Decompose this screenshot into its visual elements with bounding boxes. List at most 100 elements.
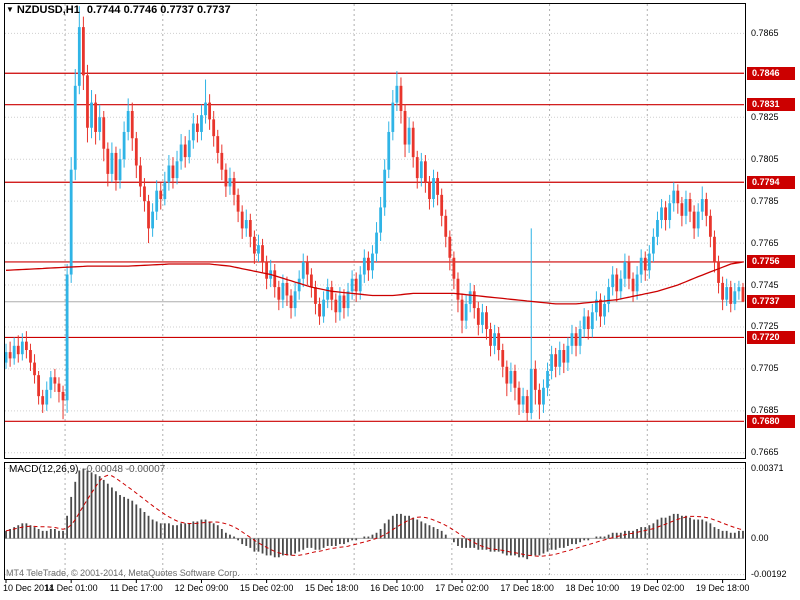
candle-down (236, 194, 240, 212)
candle-down (354, 278, 358, 292)
candle-down (456, 278, 460, 300)
candle-down (497, 333, 501, 351)
candle-down (476, 308, 480, 325)
macd-indicator-header: MACD(12,26,9) -0.00048 -0.00007 (9, 464, 165, 475)
chart-shift-marker-icon: ▼ (6, 5, 14, 14)
candle-up (696, 211, 700, 229)
macd-indicator-label: MACD(12,26,9) (9, 464, 79, 475)
candle-down (680, 203, 684, 216)
candle-down (415, 157, 419, 179)
candle-up (684, 199, 688, 216)
candle-down (232, 178, 236, 195)
candle-up (4, 352, 8, 363)
candle-up (228, 178, 232, 187)
candle-up (346, 291, 350, 309)
candle-up (281, 282, 285, 300)
candle-down (224, 169, 228, 187)
candle-down (525, 396, 529, 413)
candle-down (517, 387, 521, 405)
candle-down (289, 295, 293, 309)
candle-up (521, 396, 525, 405)
candle-down (183, 144, 187, 158)
candle-up (603, 303, 606, 317)
candle-up (542, 387, 545, 405)
candle-down (171, 165, 175, 179)
candle-down (94, 102, 98, 132)
candle-down (261, 245, 264, 262)
candle-up (338, 295, 342, 313)
candle-up (725, 287, 729, 300)
candle-up (550, 354, 554, 371)
candle-up (77, 27, 81, 86)
macd-panel-border (4, 462, 746, 580)
candle-up (45, 389, 49, 405)
candle-down (423, 161, 427, 183)
candle-down (41, 396, 45, 405)
candle-up (509, 370, 513, 384)
candle-down (314, 287, 317, 304)
candle-up (244, 220, 248, 229)
candle-down (472, 291, 476, 309)
candle-up (179, 144, 183, 162)
candle-down (643, 257, 647, 271)
candle-up (590, 312, 594, 330)
moving-average-line (5, 261, 744, 305)
chart-title: ▼ NZDUSD,H1 0.7744 0.7746 0.7737 0.7737 (6, 4, 231, 16)
candle-up (578, 329, 582, 346)
candle-down (586, 316, 590, 330)
candle-down (704, 199, 708, 216)
candle-down (305, 261, 309, 275)
candle-up (110, 152, 114, 174)
candle-down (86, 75, 89, 128)
candle-down (631, 278, 635, 292)
candle-down (138, 165, 142, 187)
candle-down (721, 282, 725, 300)
candle-down (318, 303, 321, 317)
candle-up (65, 274, 69, 401)
candle-up (607, 287, 611, 304)
candle-up (293, 291, 297, 309)
candle-down (208, 102, 212, 120)
candle-down (717, 261, 720, 283)
candle-down (440, 194, 444, 216)
candle-up (322, 299, 326, 317)
candle-up (566, 345, 570, 363)
panel-splitter[interactable] (4, 458, 745, 462)
candle-up (737, 287, 741, 292)
candle-down (460, 299, 464, 321)
candle-up (326, 287, 330, 300)
candle-up (371, 253, 374, 271)
candle-down (562, 350, 566, 363)
candle-up (257, 245, 260, 254)
candle-down (411, 127, 415, 158)
candle-up (546, 370, 549, 388)
candle-down (330, 287, 334, 300)
candle-up (49, 377, 53, 390)
candle-down (599, 299, 602, 317)
candle-up (151, 211, 155, 229)
candle-down (485, 312, 488, 330)
candle-up (529, 368, 533, 413)
candle-down (428, 182, 431, 200)
candle-down (134, 138, 138, 166)
candle-down (252, 236, 256, 254)
candle-down (8, 352, 12, 359)
candle-down (102, 117, 106, 149)
candle-up (570, 333, 574, 346)
candle-down (220, 152, 224, 170)
candle-down (29, 350, 32, 363)
candle-up (350, 278, 354, 292)
candle-down (81, 27, 85, 76)
candle-up (204, 102, 207, 116)
candle-down (554, 354, 558, 367)
candle-down (688, 199, 692, 212)
candle-down (159, 190, 163, 200)
price-panel-border (4, 3, 746, 459)
candle-up (611, 274, 615, 288)
candle-down (708, 215, 712, 237)
candle-down (713, 236, 716, 262)
candle-down (106, 148, 110, 174)
candle-down (114, 152, 118, 181)
candle-up (660, 207, 663, 221)
